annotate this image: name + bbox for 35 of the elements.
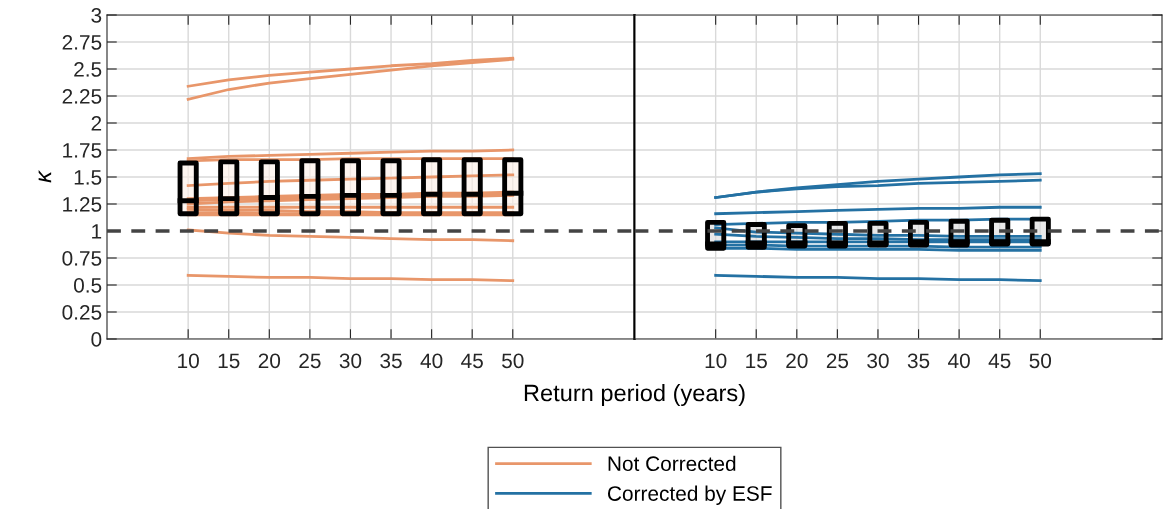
y-tick-label: 0 — [91, 332, 102, 347]
y-tick-label: 0.75 — [62, 251, 102, 266]
x-tick-label: 10 — [178, 353, 199, 369]
x-tick-label: 15 — [218, 353, 240, 369]
y-tick-label: 0.25 — [62, 305, 102, 320]
x-tick-label: 50 — [502, 353, 524, 369]
y-tick-label: 2.5 — [74, 62, 102, 77]
x-tick-label: 30 — [867, 353, 889, 369]
x-tick-label: 10 — [705, 353, 727, 369]
x-tick-label: 35 — [907, 353, 930, 369]
y-tick-label: 2 — [91, 116, 102, 131]
y-tick-label: 2.75 — [62, 35, 102, 50]
x-tick-label: 45 — [461, 353, 483, 369]
x-tick-label: 35 — [380, 353, 402, 369]
y-tick-label: 1 — [92, 224, 102, 239]
x-tick-label: 45 — [988, 353, 1011, 369]
y-tick-label: 1.75 — [63, 143, 102, 158]
y-tick-label: 2.25 — [62, 89, 102, 104]
legend-label: Corrected by ESF — [607, 485, 772, 506]
x-tick-label: 15 — [746, 353, 767, 369]
y-tick-label: 3 — [91, 8, 102, 23]
x-tick-label: 20 — [258, 353, 281, 369]
y-tick-label: 1.25 — [63, 197, 102, 212]
x-tick-label: 30 — [339, 353, 362, 369]
x-tick-label: 50 — [1029, 353, 1052, 369]
x-axis-title: Return period (years) — [524, 383, 745, 406]
x-tick-label: 20 — [786, 353, 808, 369]
x-tick-label: 40 — [948, 353, 970, 369]
x-tick-label: 25 — [299, 353, 321, 369]
y-tick-label: 1.5 — [74, 170, 102, 185]
legend-label: Not Corrected — [608, 455, 736, 472]
y-axis-title: κ — [38, 170, 52, 183]
x-tick-label: 40 — [420, 353, 443, 369]
y-tick-label: 0.5 — [73, 278, 102, 293]
x-tick-label: 25 — [826, 353, 849, 369]
